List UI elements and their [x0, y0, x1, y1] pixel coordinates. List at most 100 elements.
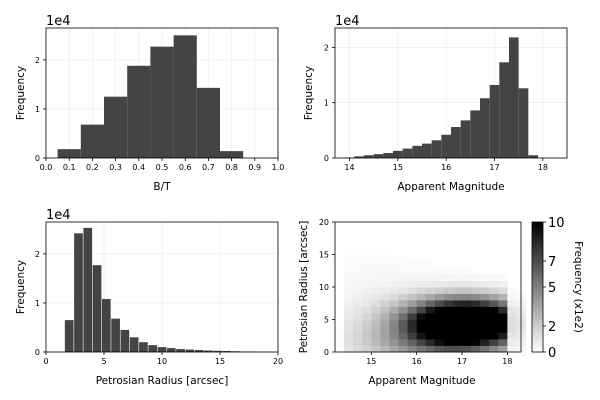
heatmap-cell: [353, 300, 363, 307]
bt-bar: [127, 65, 151, 158]
heatmap-cell: [462, 326, 472, 333]
heatmap-cell: [371, 248, 381, 255]
heatmap-cell: [480, 326, 490, 333]
heatmap-cell: [480, 300, 490, 307]
heatmap-cell: [425, 339, 436, 346]
heatmap-cell: [362, 306, 372, 314]
colorbar-tick-label: 0: [548, 346, 556, 361]
heatmap-cell: [389, 300, 399, 307]
heatmap-cell: [434, 274, 445, 281]
heatmap-cell: [362, 313, 372, 320]
heatmap-cell: [389, 306, 399, 314]
bt-bar: [57, 149, 81, 158]
heatmap-cell: [425, 267, 436, 275]
heatmap-cell: [416, 339, 427, 346]
heatmap-cell: [353, 326, 363, 333]
mag-bar: [402, 148, 413, 158]
heatmap-cell: [398, 339, 408, 346]
heatmap-cell: [353, 313, 363, 320]
heatmap-cell: [353, 345, 363, 353]
bt-histogram: 1e4 B/T Frequency 0.0 0.1 0.2 0.3 0.4 0.5 0.6 0…: [15, 14, 284, 193]
heatmap-cell: [380, 313, 390, 320]
heat-ylabel: Petrosian Radius [arcsec]: [298, 221, 310, 354]
heatmap-cell: [452, 319, 463, 327]
heatmap-cell: [471, 287, 481, 294]
heatmap-cell: [471, 293, 481, 301]
heatmap-cell: [452, 306, 463, 314]
heatmap-cell: [398, 332, 408, 340]
bt-multiplier: 1e4: [46, 14, 71, 29]
heatmap-cell: [344, 254, 354, 262]
petro-xtick-label: 15: [215, 357, 225, 366]
heatmap-cell: [425, 280, 436, 288]
heatmap-cell: [489, 319, 499, 327]
heatmap-cell: [371, 313, 381, 320]
heatmap-cell: [443, 280, 454, 288]
mag-bar: [412, 145, 422, 158]
heat-xtick-label: 17: [457, 357, 467, 366]
heatmap-cell: [398, 313, 408, 320]
mag-bar: [422, 143, 432, 158]
heatmap-cell: [380, 261, 390, 268]
heatmap-cell: [452, 280, 463, 288]
heatmap-cell: [443, 306, 454, 314]
heatmap-cell: [398, 274, 408, 281]
heatmap-cell: [462, 306, 472, 314]
heatmap-cell: [389, 319, 399, 327]
heatmap-cell: [480, 332, 490, 340]
heatmap-cell: [389, 345, 399, 353]
heatmap-cell: [416, 261, 427, 268]
heatmap-cell: [443, 319, 454, 327]
heatmap-cell: [353, 332, 363, 340]
heatmap-cell: [371, 274, 381, 281]
heatmap-cell: [344, 319, 354, 327]
bt-ylabel: Frequency: [15, 66, 27, 120]
heatmap-cell: [498, 306, 508, 314]
heatmap-cell: [489, 313, 499, 320]
heatmap-cell: [362, 339, 372, 346]
mag-ytick-label: 2: [324, 43, 329, 52]
petro-bar: [101, 299, 111, 352]
heatmap-cell: [371, 326, 381, 333]
heatmap-cell: [434, 345, 445, 353]
heatmap-cell: [371, 345, 381, 353]
mag-bar: [480, 98, 490, 158]
petro-ylabel: Frequency: [15, 260, 27, 314]
colorbar-label: Frequency (x1e2): [572, 241, 584, 333]
heatmap-cell: [425, 293, 436, 301]
petro-bar: [185, 349, 195, 352]
heatmap-cell: [407, 306, 418, 314]
heat-ytick-label: 15: [319, 251, 329, 260]
heatmap-cell: [335, 339, 345, 346]
bt-ytick-label: 0: [35, 154, 40, 163]
bt-xtick-label: 0.9: [248, 163, 261, 172]
heatmap-cell: [507, 339, 517, 346]
mag-bar: [354, 156, 364, 158]
heatmap-cell: [371, 306, 381, 314]
heatmap-cell: [380, 267, 390, 275]
colorbar-tick-label: 5: [548, 281, 556, 296]
bt-xtick-label: 0.6: [179, 163, 192, 172]
heatmap-cell: [434, 293, 445, 301]
colorbar-tick-label: 10: [548, 216, 565, 231]
heatmap-cell: [471, 339, 481, 346]
heatmap-cell: [462, 267, 472, 275]
heatmap-cell: [353, 339, 363, 346]
mag-bar: [441, 134, 451, 158]
heatmap-cell: [480, 313, 490, 320]
heatmap-cell: [452, 313, 463, 320]
heatmap-cell: [416, 300, 427, 307]
heatmap-cell: [362, 332, 372, 340]
heatmap-cell: [380, 287, 390, 294]
heatmap-cell: [471, 319, 481, 327]
petro-bar: [139, 342, 148, 352]
heatmap-cell: [480, 339, 490, 346]
heatmap-cell: [362, 326, 372, 333]
petro-xlabel: Petrosian Radius [arcsec]: [96, 375, 229, 387]
petro-bar: [194, 350, 204, 352]
heatmap-cell: [507, 293, 517, 301]
heatmap-cell: [362, 287, 372, 294]
heatmap-cell: [344, 339, 354, 346]
heatmap-cell: [353, 319, 363, 327]
mag-bar: [499, 62, 509, 159]
